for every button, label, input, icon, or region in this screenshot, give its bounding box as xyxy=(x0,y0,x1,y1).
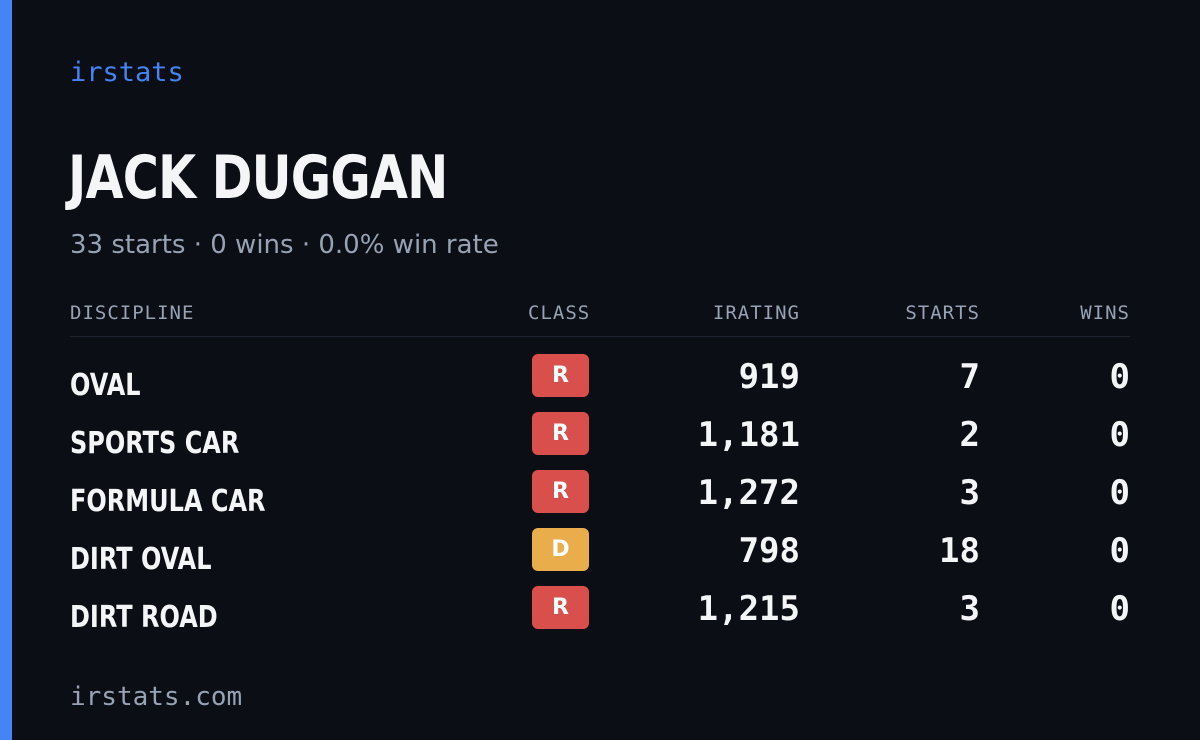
header-divider xyxy=(70,336,1130,337)
irating-value: 1,215 xyxy=(697,589,800,629)
discipline-label: SPORTS CAR xyxy=(70,426,240,461)
class-badge: R xyxy=(532,470,589,513)
header-irating: IRATING xyxy=(712,302,800,324)
header-wins: WINS xyxy=(1080,302,1130,324)
driver-name: JACK DUGGAN xyxy=(68,143,448,213)
starts-value: 3 xyxy=(959,473,980,513)
wins-value: 0 xyxy=(1109,357,1130,397)
starts-value: 3 xyxy=(959,589,980,629)
discipline-label: FORMULA CAR xyxy=(70,484,266,519)
wins-value: 0 xyxy=(1109,531,1130,571)
irating-value: 798 xyxy=(738,531,800,571)
wins-value: 0 xyxy=(1109,473,1130,513)
wins-value: 0 xyxy=(1109,415,1130,455)
header-starts: STARTS xyxy=(905,302,980,324)
accent-bar xyxy=(0,0,12,740)
discipline-label: DIRT OVAL xyxy=(70,542,212,577)
table-row: DIRT ROAD R 1,215 3 0 xyxy=(70,586,1130,644)
table-row: FORMULA CAR R 1,272 3 0 xyxy=(70,470,1130,528)
brand-logo: irstats xyxy=(70,57,184,88)
irating-value: 1,272 xyxy=(697,473,800,513)
discipline-label: DIRT ROAD xyxy=(70,600,218,635)
class-badge: R xyxy=(532,354,589,397)
stats-table: OVAL R 919 7 0 SPORTS CAR R 1,181 2 0 FO… xyxy=(70,354,1130,644)
table-row: DIRT OVAL D 798 18 0 xyxy=(70,528,1130,586)
class-badge: R xyxy=(532,412,589,455)
header-class: CLASS xyxy=(528,302,591,324)
table-row: OVAL R 919 7 0 xyxy=(70,354,1130,412)
irating-value: 1,181 xyxy=(697,415,800,455)
discipline-label: OVAL xyxy=(70,368,141,403)
starts-value: 7 xyxy=(959,357,980,397)
table-row: SPORTS CAR R 1,181 2 0 xyxy=(70,412,1130,470)
starts-value: 18 xyxy=(939,531,980,571)
class-badge: D xyxy=(532,528,589,571)
header-discipline: DISCIPLINE xyxy=(70,302,195,324)
driver-summary: 33 starts · 0 wins · 0.0% win rate xyxy=(70,230,499,260)
starts-value: 2 xyxy=(959,415,980,455)
table-header: DISCIPLINE CLASS IRATING STARTS WINS xyxy=(70,298,1130,328)
wins-value: 0 xyxy=(1109,589,1130,629)
class-badge: R xyxy=(532,586,589,629)
irating-value: 919 xyxy=(738,357,800,397)
footer-url: irstats.com xyxy=(70,682,243,712)
